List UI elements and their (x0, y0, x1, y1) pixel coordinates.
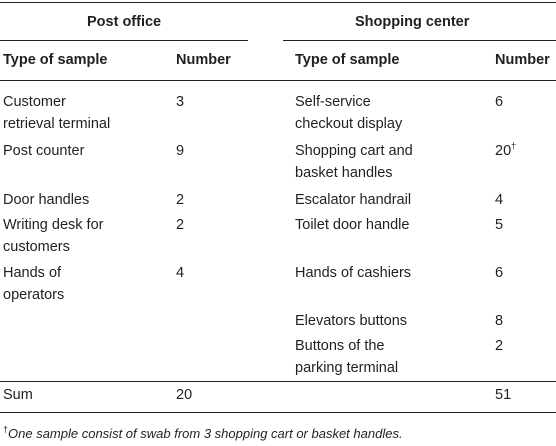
col-header-number-po: Number (176, 52, 231, 68)
table-cell-sc-number: 6 (495, 94, 504, 110)
footnote-text: One sample consist of swab from 3 shoppi… (8, 426, 403, 441)
table-cell-po-type: retrieval terminal (3, 116, 111, 132)
col-header-type-po: Type of sample (3, 52, 108, 68)
table-cell-sc-number: 5 (495, 217, 504, 233)
group-rule-shopping-center (283, 40, 556, 41)
table-cell-po-type: Writing desk for (3, 217, 104, 233)
header-rule (0, 80, 556, 81)
table-cell-sc-type: Shopping cart and (295, 143, 413, 159)
sum-shopping-center: 51 (495, 387, 512, 403)
col-header-number-sc: Number (495, 52, 550, 68)
sum-rule (0, 381, 556, 382)
footnote: †One sample consist of swab from 3 shopp… (3, 424, 403, 444)
top-rule (0, 2, 556, 3)
group-rule-post-office (0, 40, 248, 41)
group-header-post-office: Post office (87, 14, 162, 30)
table-cell-po-type: operators (3, 287, 65, 303)
footnote-mark: † (3, 424, 9, 435)
table-cell-sc-number-value: 20 (495, 143, 512, 159)
table-cell-sc-type: Self-service (295, 94, 371, 110)
table-cell-sc-number: 4 (495, 192, 504, 208)
table-cell-sc-number: 8 (495, 313, 504, 329)
table-cell-sc-type: checkout display (295, 116, 403, 132)
table-cell-po-number: 4 (176, 265, 185, 281)
table-cell-po-type: Post counter (3, 143, 85, 159)
table-cell-po-number: 2 (176, 217, 185, 233)
table-cell-po-number: 3 (176, 94, 185, 110)
table-cell-po-type: Hands of (3, 265, 62, 281)
group-header-shopping-center: Shopping center (355, 14, 470, 30)
table-cell-sc-number: 2 (495, 338, 504, 354)
table-cell-sc-type: Elevators buttons (295, 313, 408, 329)
table-cell-po-type: customers (3, 239, 70, 255)
table-cell-sc-type: Hands of cashiers (295, 265, 412, 281)
table-cell-sc-type: parking terminal (295, 360, 399, 376)
table-cell-po-type: Door handles (3, 192, 90, 208)
col-header-type-sc: Type of sample (295, 52, 400, 68)
sum-post-office: 20 (176, 387, 193, 403)
dagger-mark: † (511, 141, 517, 152)
table-cell-sc-type: Buttons of the (295, 338, 385, 354)
sum-label: Sum (3, 387, 33, 403)
table-cell-sc-type: Toilet door handle (295, 217, 410, 233)
table-cell-sc-number: 20† (495, 141, 516, 161)
table-cell-sc-type: basket handles (295, 165, 393, 181)
table-cell-sc-type: Escalator handrail (295, 192, 412, 208)
table-cell-po-number: 9 (176, 143, 185, 159)
table-cell-po-number: 2 (176, 192, 185, 208)
table-cell-sc-number: 6 (495, 265, 504, 281)
bottom-rule (0, 412, 556, 413)
table-cell-po-type: Customer (3, 94, 66, 110)
